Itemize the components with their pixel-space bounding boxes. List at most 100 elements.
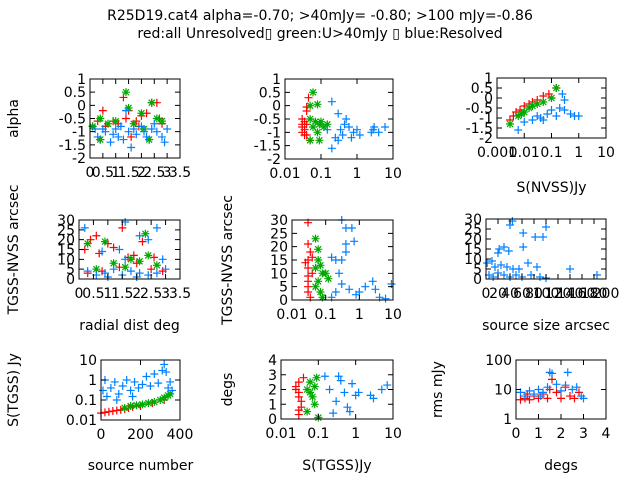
data-point [304, 288, 313, 296]
data-point [354, 388, 363, 397]
data-point [118, 223, 127, 232]
data-point [497, 261, 505, 269]
data-point [147, 265, 156, 274]
data-point [563, 368, 572, 377]
data-point [102, 392, 111, 401]
y-tick-label: 10 [79, 353, 97, 369]
data-point [304, 93, 313, 102]
chart-title: R25D19.cat4 alpha=-0.70; >40mJy= -0.80; … [107, 8, 533, 24]
data-point [144, 399, 153, 408]
data-point [92, 265, 101, 274]
y-tick-label: 0 [268, 412, 277, 428]
data-point [525, 104, 534, 112]
data-point [552, 112, 561, 120]
chart-subtitle-legend: red:all Unresolved▯ green:U>40mJy ▯ blue… [137, 26, 503, 42]
y-tick-label: 5 [279, 280, 288, 296]
data-point [83, 267, 92, 276]
x-tick-label: 160 [569, 286, 596, 302]
x-tick-label: 1 [111, 165, 120, 181]
data-point [109, 243, 118, 252]
data-point [161, 265, 170, 274]
data-point [547, 94, 556, 102]
data-point [547, 106, 556, 114]
data-point [345, 407, 354, 416]
series-blue [320, 372, 392, 418]
data-point [347, 133, 356, 142]
data-point [304, 264, 313, 272]
data-point [83, 239, 92, 248]
series-blue [91, 106, 172, 152]
data-point [121, 255, 130, 264]
data-point [120, 403, 129, 412]
data-point [570, 394, 579, 403]
data-point [294, 378, 303, 387]
data-point [316, 288, 325, 296]
data-point [341, 240, 350, 248]
data-point [552, 84, 561, 92]
data-point [495, 245, 504, 253]
y-tick-label: 2 [268, 383, 277, 399]
data-point [137, 122, 146, 131]
data-point [158, 117, 166, 126]
data-point [137, 109, 146, 118]
y-tick-label: 25 [270, 226, 288, 242]
data-point [138, 237, 147, 246]
data-point [160, 138, 169, 147]
data-point [150, 119, 159, 128]
y-tick-label: 3 [268, 368, 277, 384]
data-point [327, 253, 336, 262]
data-point [98, 106, 107, 115]
x-tick-label: 10 [384, 166, 402, 182]
y-tick-label: 4 [268, 353, 277, 369]
data-point [310, 400, 319, 409]
y-tick-label: 25 [464, 222, 482, 238]
x-tick-label: 0.001 [477, 145, 517, 161]
x-tick-label: 0 [482, 286, 491, 302]
series-red [301, 218, 317, 302]
y-tick-label: 10 [57, 252, 75, 268]
data-point [533, 100, 542, 108]
data-point [138, 380, 147, 389]
x-tick-label: 0.01 [269, 166, 300, 182]
data-point [327, 144, 336, 153]
x-tick-label: 2 [132, 286, 141, 302]
x-axis-label: S(NVSS)Jy [516, 180, 586, 196]
data-point [369, 394, 378, 403]
data-point [109, 265, 118, 274]
series-green [303, 373, 323, 422]
data-point [308, 392, 317, 401]
data-point [568, 385, 577, 394]
data-point [126, 267, 135, 276]
data-point [310, 382, 319, 391]
y-tick-label: 0 [473, 272, 482, 288]
x-tick-label: 1 [574, 145, 583, 161]
data-point [345, 285, 354, 294]
data-point [539, 116, 548, 124]
data-point [152, 261, 161, 270]
x-tick-label: 10 [384, 426, 402, 442]
data-point [343, 403, 352, 412]
data-point [558, 90, 567, 98]
data-point [163, 125, 172, 134]
data-point [334, 109, 343, 118]
data-point [566, 265, 574, 273]
data-point [368, 277, 377, 286]
y-tick-label: 10 [464, 252, 482, 268]
y-tick-label: -0.5 [466, 101, 493, 117]
y-tick-label: 0.5 [259, 85, 281, 101]
data-point [336, 125, 345, 134]
data-point [306, 101, 315, 110]
y-axis-label: degs [220, 373, 236, 407]
x-axis-label: radial dist deg [79, 318, 179, 334]
data-point [294, 388, 303, 397]
data-point [560, 96, 569, 104]
y-tick-label: -2 [479, 131, 493, 147]
data-point [369, 125, 378, 134]
x-tick-label: 1 [355, 307, 364, 323]
y-tick-label: 25 [57, 223, 75, 239]
data-point [533, 263, 541, 271]
data-point [144, 235, 153, 244]
data-point [126, 255, 135, 264]
